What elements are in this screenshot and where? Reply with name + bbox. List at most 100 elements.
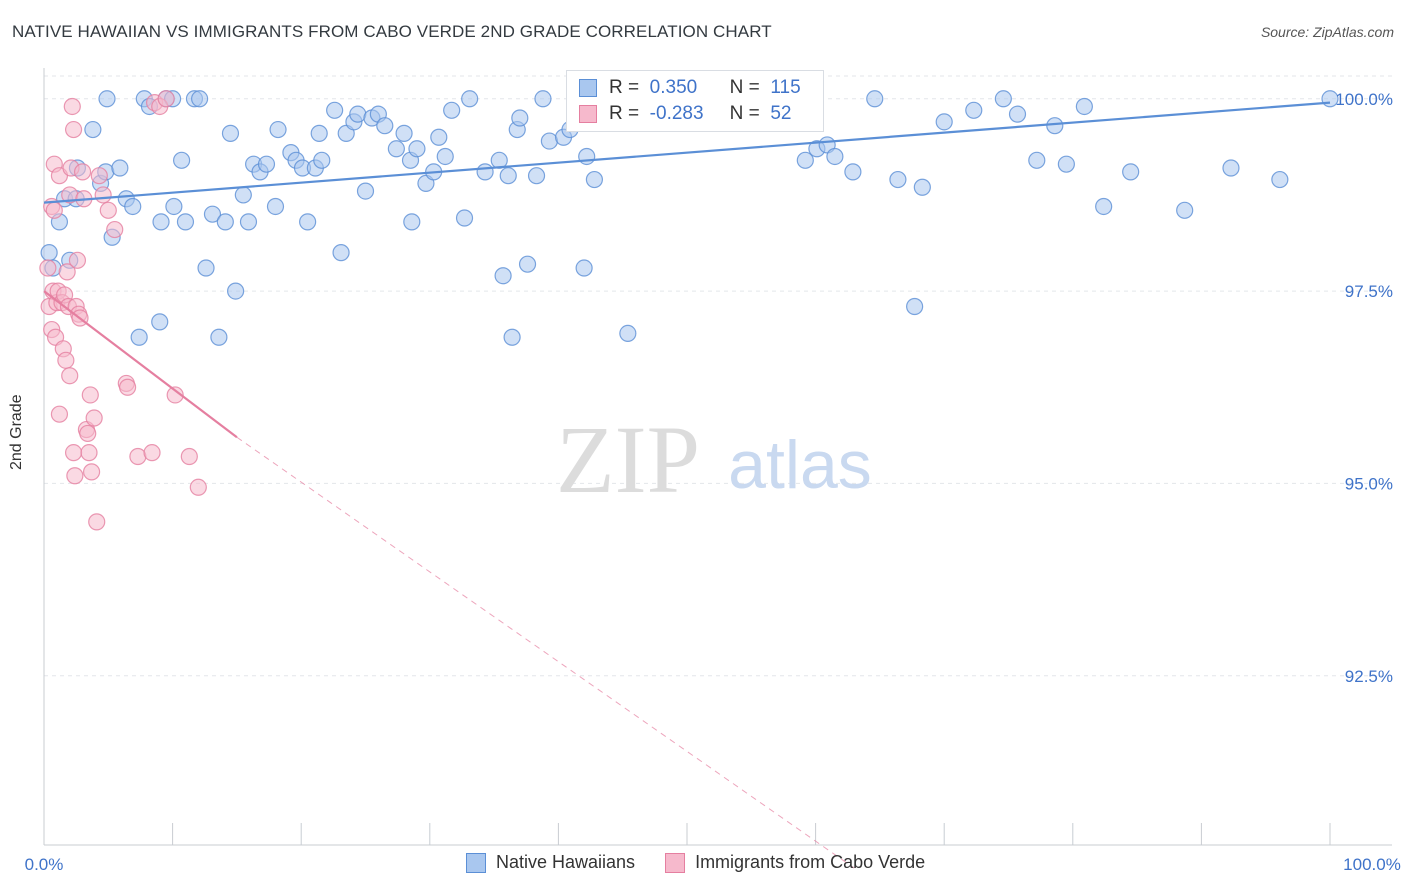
y-tick-label: 97.5% [1345, 282, 1393, 301]
legend-r-label: R = [609, 77, 640, 98]
data-point [234, 186, 252, 204]
legend-swatch-pink [579, 105, 597, 123]
data-point [130, 328, 148, 346]
x-tick-label: 100.0% [1343, 855, 1401, 874]
data-point [476, 163, 494, 181]
legend-item-native-hawaiians[interactable]: Native Hawaiians [466, 852, 635, 873]
data-point [332, 244, 350, 262]
data-point [403, 213, 421, 231]
legend-label: Native Hawaiians [496, 852, 636, 872]
chart-title: NATIVE HAWAIIAN VS IMMIGRANTS FROM CABO … [12, 22, 772, 41]
data-point [66, 467, 84, 485]
data-point [913, 178, 931, 196]
source-label: Source: ZipAtlas.com [1260, 24, 1394, 40]
data-point [151, 313, 169, 331]
data-point [45, 201, 63, 219]
data-point [106, 220, 124, 239]
series-legend: Native Hawaiians Immigrants from Cabo Ve… [466, 852, 955, 873]
legend-swatch-blue [579, 79, 597, 97]
data-point [64, 120, 83, 139]
data-point [387, 140, 405, 158]
data-point [73, 163, 92, 181]
data-point [81, 386, 99, 404]
data-point [376, 117, 394, 135]
data-point [99, 201, 117, 219]
data-point [80, 444, 98, 462]
data-point [143, 444, 161, 462]
data-point [395, 124, 413, 142]
data-point [157, 90, 175, 108]
data-point [994, 90, 1012, 108]
data-point [180, 447, 198, 466]
data-point [796, 151, 814, 169]
data-point [866, 90, 884, 108]
data-point [266, 197, 285, 216]
data-point [578, 147, 596, 166]
data-point [1075, 97, 1093, 116]
y-tick-label: 92.5% [1345, 667, 1393, 686]
data-point [518, 255, 537, 273]
data-point [90, 167, 108, 185]
legend-row-native-hawaiians: R = 0.350 N = 115 [579, 76, 801, 100]
data-point [844, 163, 862, 181]
data-point [61, 367, 79, 385]
legend-item-cabo-verde[interactable]: Immigrants from Cabo Verde [665, 852, 925, 873]
data-point [176, 213, 195, 231]
legend-n-label: N = [729, 77, 760, 98]
trend-line [43, 290, 238, 439]
legend-swatch-pink [665, 852, 686, 873]
data-point [197, 259, 215, 277]
y-tick-label: 100.0% [1335, 90, 1393, 109]
data-point [430, 128, 448, 146]
data-point [935, 113, 953, 131]
data-point [461, 90, 479, 108]
axes [43, 68, 1392, 846]
data-point [619, 324, 637, 343]
x-tick-label: 0.0% [25, 855, 64, 874]
data-point [63, 97, 81, 116]
data-point [313, 151, 331, 169]
data-point [965, 101, 983, 119]
legend-r-value: 0.350 [649, 77, 698, 98]
data-point [191, 90, 209, 108]
data-point [257, 155, 276, 173]
data-point [534, 90, 552, 108]
data-point [173, 151, 191, 169]
data-point [499, 167, 517, 185]
data-point [40, 244, 58, 262]
data-point [210, 328, 228, 346]
data-point [1271, 170, 1289, 189]
data-point [349, 105, 367, 123]
data-point [118, 378, 137, 396]
data-point [408, 140, 426, 158]
data-point [310, 124, 328, 142]
data-point [39, 259, 57, 277]
legend-row-cabo-verde: R = -0.283 N = 52 [579, 102, 791, 126]
legend-r-value: -0.283 [649, 103, 704, 124]
data-point [1095, 197, 1113, 216]
data-point [165, 197, 183, 216]
data-point [85, 409, 103, 427]
data-point [585, 170, 604, 189]
data-point [111, 159, 129, 177]
data-point [82, 463, 101, 481]
data-point [84, 120, 102, 139]
data-point [1008, 105, 1027, 123]
data-point [98, 90, 116, 108]
data-point [540, 132, 558, 150]
data-point [1028, 151, 1046, 169]
data-point [269, 120, 287, 139]
data-point [57, 351, 75, 369]
data-point [68, 251, 87, 269]
data-point [527, 167, 546, 185]
watermark-zip: ZIP [556, 406, 700, 513]
data-point [494, 267, 512, 285]
data-point [239, 213, 258, 231]
data-point [503, 328, 521, 346]
data-point [299, 213, 317, 231]
data-point [189, 478, 207, 496]
data-point [511, 109, 529, 127]
data-point [129, 447, 147, 466]
y-tick-label: 95.0% [1345, 474, 1393, 493]
data-point [64, 444, 83, 462]
